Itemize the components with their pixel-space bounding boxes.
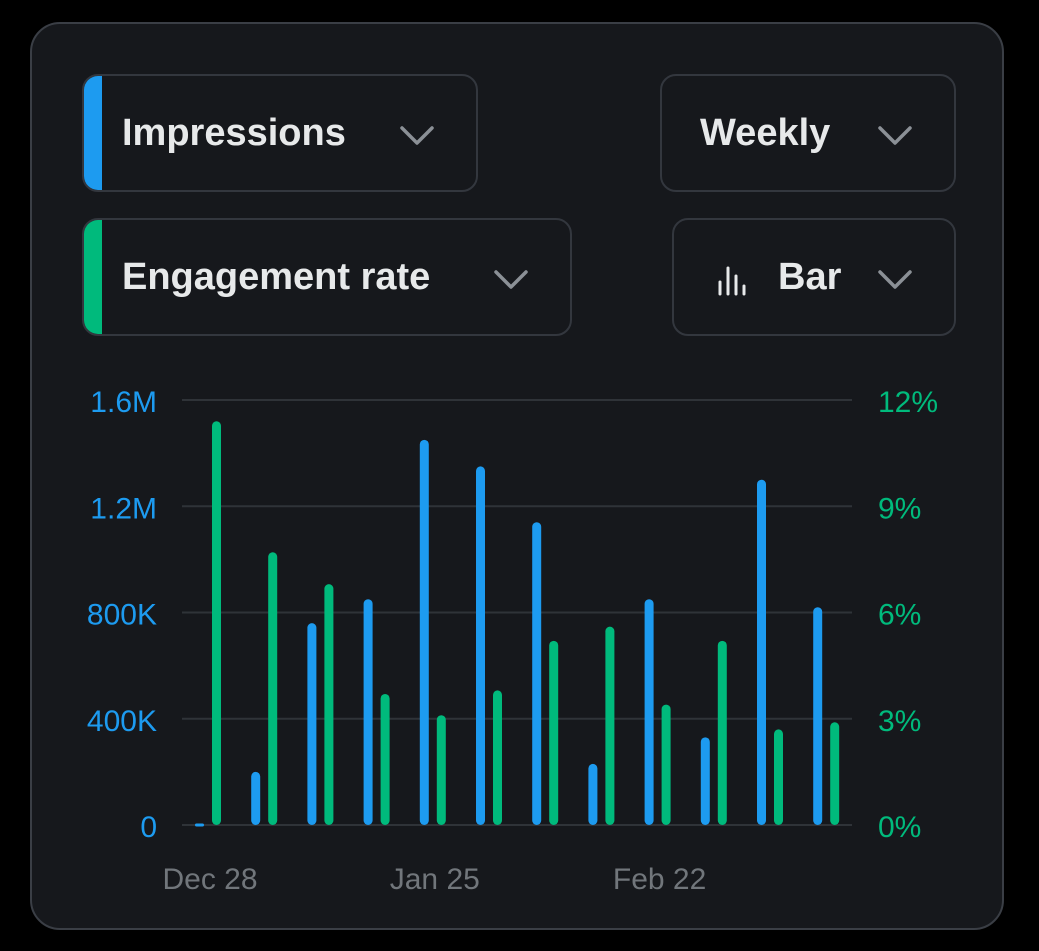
chevron-down-icon: [878, 270, 912, 289]
right-axis-tick-label: 12%: [878, 386, 938, 419]
x-axis-tick-label: Feb 22: [613, 863, 706, 896]
left-axis-tick-label: 400K: [87, 705, 157, 738]
impressions-bar[interactable]: [419, 439, 429, 825]
metric-secondary-label: Engagement rate: [122, 255, 431, 298]
x-axis-tick-label: Jan 25: [390, 863, 480, 896]
impressions-bar[interactable]: [644, 599, 654, 825]
impressions-bar[interactable]: [588, 763, 598, 825]
bar-chart-icon: [718, 266, 746, 296]
engagement-rate-bar[interactable]: [717, 640, 727, 825]
right-axis-tick-label: 0%: [878, 811, 921, 844]
impressions-bar[interactable]: [476, 466, 485, 825]
engagement-rate-bar[interactable]: [380, 693, 390, 825]
left-axis-tick-label: 800K: [87, 599, 157, 632]
chart-type-dropdown[interactable]: Bar: [672, 218, 956, 336]
impressions-bar[interactable]: [532, 522, 542, 825]
impressions-bar[interactable]: [307, 623, 317, 825]
left-axis-tick-label: 1.2M: [90, 492, 157, 525]
engagement-rate-bar[interactable]: [268, 552, 278, 825]
interval-label: Weekly: [700, 111, 831, 154]
chevron-down-icon: [400, 126, 434, 145]
engagement-rate-bar[interactable]: [493, 690, 502, 825]
left-axis-tick-label: 1.6M: [90, 386, 157, 419]
engagement-rate-bar[interactable]: [661, 704, 671, 825]
impressions-bar[interactable]: [251, 771, 261, 825]
analytics-card: Impressions Weekly Engagement rate Bar: [30, 22, 1004, 930]
right-axis-tick-label: 9%: [878, 492, 921, 525]
impressions-bar[interactable]: [363, 599, 373, 825]
metric-primary-color-indicator: [84, 76, 102, 190]
impressions-bar[interactable]: [700, 737, 710, 825]
engagement-rate-bar[interactable]: [774, 729, 783, 825]
right-axis-tick-label: 3%: [878, 705, 921, 738]
engagement-rate-bar[interactable]: [436, 715, 446, 825]
engagement-rate-bar[interactable]: [324, 584, 334, 825]
metric-secondary-color-indicator: [84, 220, 102, 334]
x-axis-tick-label: Dec 28: [162, 863, 257, 896]
metric-secondary-dropdown[interactable]: Engagement rate: [82, 218, 572, 336]
chevron-down-icon: [878, 126, 912, 145]
left-axis-tick-label: 0: [140, 811, 157, 844]
engagement-rate-bar[interactable]: [549, 640, 559, 825]
chart-type-label: Bar: [778, 255, 842, 298]
engagement-rate-bar[interactable]: [605, 626, 615, 825]
metric-primary-dropdown[interactable]: Impressions: [82, 74, 478, 192]
metric-primary-label: Impressions: [122, 111, 346, 154]
engagement-rate-bar[interactable]: [212, 421, 221, 825]
right-axis-tick-label: 6%: [878, 599, 921, 632]
interval-dropdown[interactable]: Weekly: [660, 74, 956, 192]
impressions-bar[interactable]: [195, 823, 204, 827]
engagement-rate-bar[interactable]: [830, 722, 840, 825]
impressions-bar[interactable]: [813, 607, 823, 825]
impressions-bar[interactable]: [757, 479, 766, 825]
chevron-down-icon: [494, 270, 528, 289]
